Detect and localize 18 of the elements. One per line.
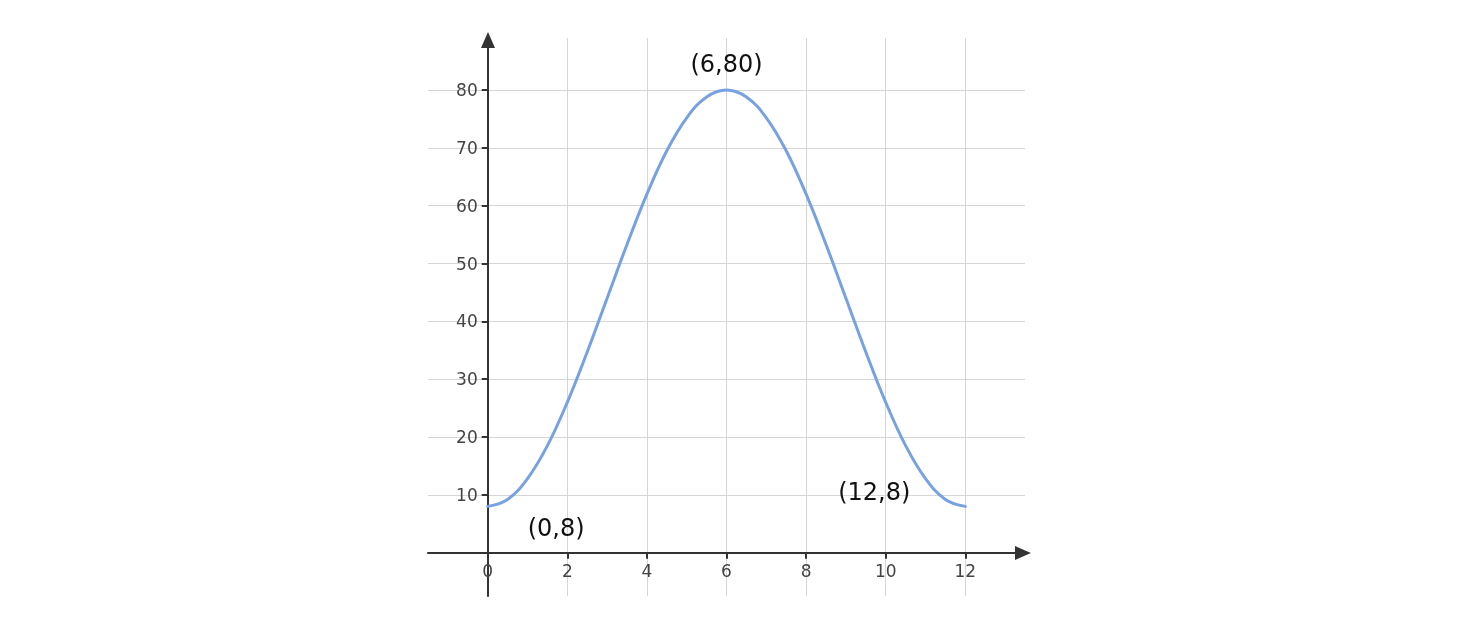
y-tick-label: 50: [456, 253, 478, 274]
x-tick-label: 4: [641, 561, 653, 582]
y-tick-label: 60: [456, 195, 478, 216]
y-tick-label: 40: [456, 311, 478, 332]
y-tick-label: 30: [456, 369, 478, 390]
annotation: (0,8): [527, 514, 585, 543]
x-tick-label: 2: [561, 561, 573, 582]
y-tick-label: 80: [456, 80, 478, 101]
x-tick-label: 8: [800, 561, 812, 582]
x-tick-label: 6: [721, 561, 732, 582]
annotation: (6,80): [690, 50, 763, 79]
x-tick-label: 10: [874, 561, 897, 582]
annotation: (12,8): [838, 478, 911, 507]
y-tick-label: 10: [456, 484, 478, 505]
y-tick-label: 70: [456, 137, 478, 158]
y-tick-label: 20: [456, 426, 478, 447]
line-series: [486, 88, 967, 508]
x-tick-label: 12: [954, 561, 977, 582]
